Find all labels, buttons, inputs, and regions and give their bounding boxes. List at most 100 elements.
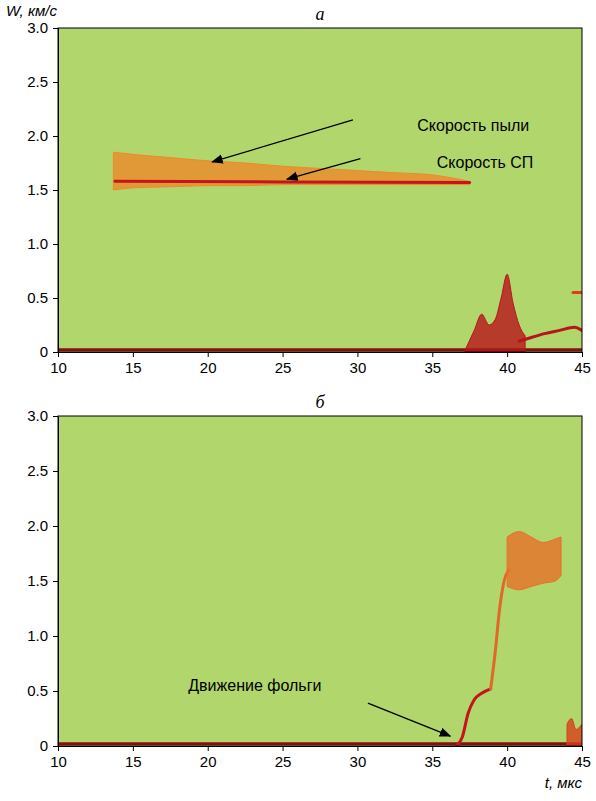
x-tick-label: 10 xyxy=(50,753,67,770)
y-tick: 1.5 xyxy=(27,181,58,198)
x-tick-label: 30 xyxy=(350,359,367,376)
y-tick: 2.5 xyxy=(27,73,58,90)
y-tick-mark xyxy=(53,28,58,29)
signal-band xyxy=(465,274,525,352)
x-tick-mark xyxy=(357,746,358,751)
y-tick-label: 1.5 xyxy=(27,572,48,589)
x-tick: 45 xyxy=(574,746,591,770)
y-tick: 1.0 xyxy=(27,235,58,252)
x-tick: 45 xyxy=(574,352,591,376)
x-tick-mark xyxy=(432,746,433,751)
y-tick-mark xyxy=(53,746,58,747)
x-tick: 25 xyxy=(275,746,292,770)
x-tick-mark xyxy=(582,746,583,751)
signal-band xyxy=(567,719,582,747)
x-axis-line xyxy=(59,746,583,747)
y-tick: 1.5 xyxy=(27,572,58,589)
y-tick-label: 3.0 xyxy=(27,19,48,36)
x-axis: 10 15 20 25 30 35 40 45 xyxy=(50,746,591,770)
x-tick: 10 xyxy=(50,746,67,770)
y-tick-label: 1.0 xyxy=(27,235,48,252)
x-tick-mark xyxy=(208,352,209,357)
signal-band xyxy=(507,532,561,590)
x-tick: 10 xyxy=(50,352,67,376)
signal-line xyxy=(58,742,582,745)
y-tick: 2.5 xyxy=(27,462,58,479)
y-tick: 0 xyxy=(40,343,58,360)
panel-title: а xyxy=(316,4,325,24)
panel-title: б xyxy=(315,392,325,412)
y-tick-mark xyxy=(53,636,58,637)
x-tick-label: 35 xyxy=(424,753,441,770)
annotation-arrow xyxy=(368,703,450,736)
y-tick-label: 0 xyxy=(40,737,48,754)
x-tick-mark xyxy=(58,352,59,357)
panel: 101520253035404500.51.01.52.02.53.0аW, к… xyxy=(6,2,591,376)
x-axis-title: t, мкс xyxy=(545,774,583,791)
y-tick-mark xyxy=(53,190,58,191)
signal-line xyxy=(573,291,582,294)
y-tick-label: 2.5 xyxy=(27,73,48,90)
x-tick: 25 xyxy=(275,352,292,376)
annotation-arrow xyxy=(287,159,360,180)
y-tick-label: 2.0 xyxy=(27,127,48,144)
y-tick-mark xyxy=(53,244,58,245)
y-tick: 2.0 xyxy=(27,517,58,534)
y-tick: 0 xyxy=(40,737,58,754)
signal-line xyxy=(115,181,470,182)
x-tick: 20 xyxy=(200,352,217,376)
y-axis: 0 0.5 1.0 1.5 2.0 2.5 3.0 xyxy=(27,407,58,754)
y-tick: 0.5 xyxy=(27,289,58,306)
x-tick-label: 45 xyxy=(574,753,591,770)
x-tick-mark xyxy=(582,352,583,357)
x-tick-mark xyxy=(208,746,209,751)
y-tick-label: 2.5 xyxy=(27,462,48,479)
x-tick-label: 20 xyxy=(200,753,217,770)
y-tick-label: 1.5 xyxy=(27,181,48,198)
marks xyxy=(58,532,582,747)
y-tick-mark xyxy=(53,416,58,417)
x-tick-mark xyxy=(58,746,59,751)
y-tick-mark xyxy=(53,136,58,137)
y-tick-mark xyxy=(53,298,58,299)
y-axis-title: W, км/с xyxy=(6,2,57,19)
x-tick: 15 xyxy=(125,352,142,376)
x-tick-mark xyxy=(432,352,433,357)
x-tick: 30 xyxy=(350,352,367,376)
x-tick-label: 40 xyxy=(499,753,516,770)
y-axis-line xyxy=(58,417,59,747)
x-tick-label: 30 xyxy=(350,753,367,770)
x-tick-mark xyxy=(507,352,508,357)
signal-line xyxy=(491,570,509,689)
annotation-arrow xyxy=(212,120,353,162)
annotation: Скорость СП xyxy=(437,154,534,171)
annotation: Движение фольги xyxy=(188,677,321,694)
x-tick-label: 20 xyxy=(200,359,217,376)
y-tick-mark xyxy=(53,471,58,472)
y-tick: 3.0 xyxy=(27,19,58,36)
y-tick: 1.0 xyxy=(27,627,58,644)
y-tick: 0.5 xyxy=(27,682,58,699)
x-tick-mark xyxy=(133,352,134,357)
plot-frame xyxy=(58,28,582,352)
x-tick-mark xyxy=(283,746,284,751)
annotation: Скорость пыли xyxy=(417,117,529,134)
y-tick: 3.0 xyxy=(27,407,58,424)
y-tick-mark xyxy=(53,526,58,527)
x-tick-mark xyxy=(507,746,508,751)
x-axis: 1015202530354045 xyxy=(50,352,591,376)
y-tick-mark xyxy=(53,691,58,692)
x-tick-mark xyxy=(357,352,358,357)
x-tick-label: 25 xyxy=(275,359,292,376)
x-tick: 40 xyxy=(499,352,516,376)
x-tick: 15 xyxy=(125,746,142,770)
x-tick-label: 15 xyxy=(125,753,142,770)
plot-frame xyxy=(58,416,582,746)
x-tick-label: 40 xyxy=(499,359,516,376)
x-tick-label: 10 xyxy=(50,359,67,376)
x-tick-mark xyxy=(283,352,284,357)
y-tick-label: 0.5 xyxy=(27,682,48,699)
x-axis-line xyxy=(59,352,583,353)
y-axis: 0 0.5 1.0 1.5 2.0 2.5 3.0 xyxy=(27,19,58,360)
y-tick-mark xyxy=(53,352,58,353)
